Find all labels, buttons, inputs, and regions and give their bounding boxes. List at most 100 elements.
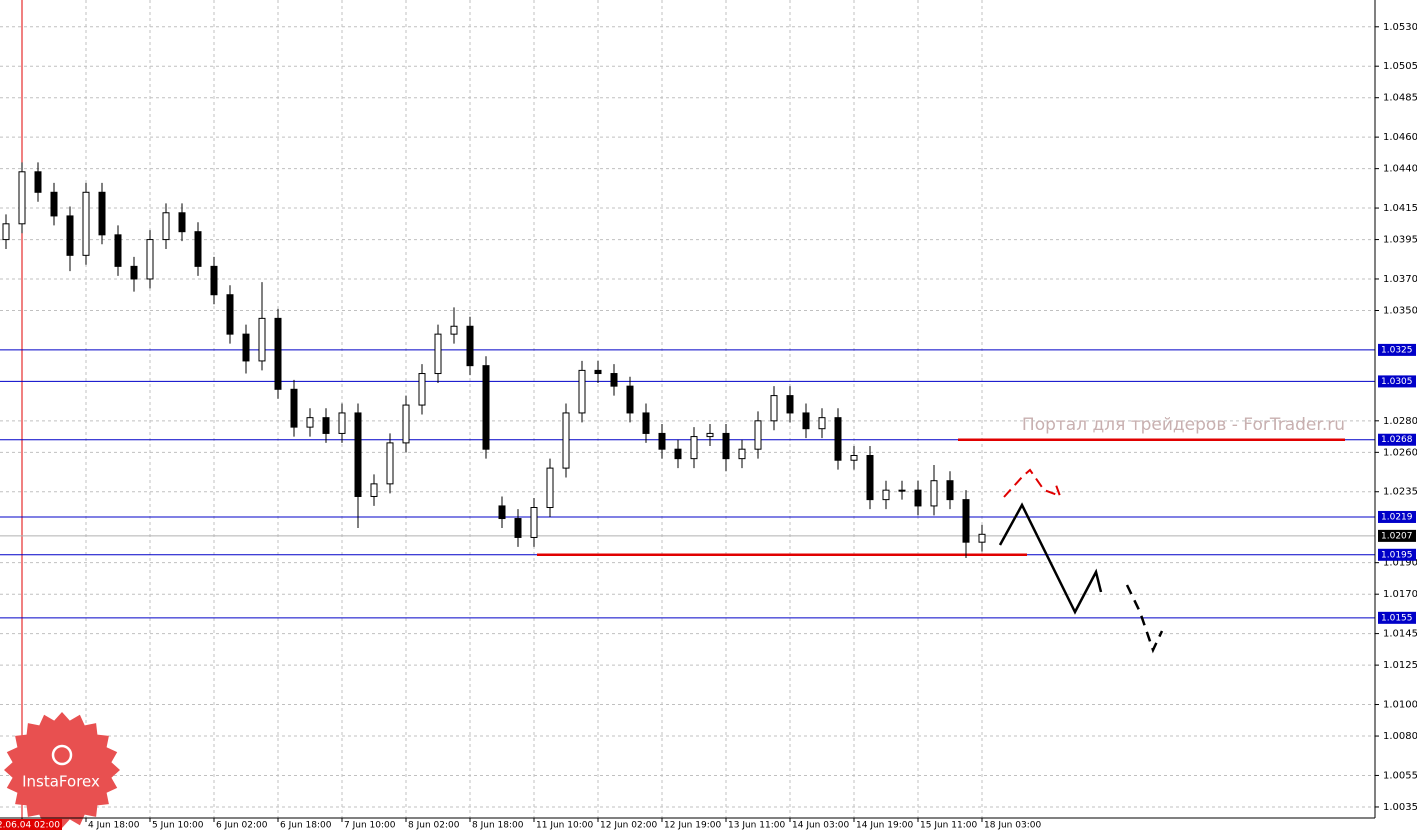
y-tick-label: 1.0460: [1383, 132, 1417, 143]
candle-body: [258, 317, 266, 362]
current-price-label: 1.0207: [1381, 531, 1413, 541]
y-tick-label: 1.0395: [1383, 235, 1417, 246]
candle-body: [82, 191, 90, 256]
candle-body: [578, 369, 586, 414]
candle-body: [114, 234, 122, 267]
y-tick-label: 1.0440: [1383, 164, 1417, 175]
candle-body: [194, 231, 202, 267]
candle-body: [770, 395, 778, 422]
x-tick-label: 8 Jun 02:00: [408, 821, 460, 830]
y-tick-label: 1.0190: [1383, 558, 1417, 569]
x-tick-label: 12 Jun 19:00: [664, 821, 721, 830]
candle-body: [50, 191, 58, 217]
candle-body: [930, 480, 938, 507]
level-label-bg: [1378, 611, 1416, 624]
candle-body: [802, 412, 810, 430]
candle-body: [562, 412, 570, 469]
candle-body: [162, 212, 170, 241]
candle-body: [850, 454, 858, 461]
y-tick-label: 1.0170: [1383, 589, 1417, 600]
candle-body: [898, 489, 906, 492]
y-tick-label: 1.0080: [1383, 731, 1417, 742]
candle-body: [466, 325, 474, 367]
candle-body: [498, 505, 506, 520]
candle-body: [98, 191, 106, 236]
candle-body: [354, 412, 362, 497]
y-tick-label: 1.0505: [1383, 61, 1417, 72]
candle-body: [418, 373, 426, 406]
candle-body: [642, 412, 650, 434]
x-tick-label: 18 Jun 03:00: [984, 821, 1041, 830]
level-label-bg: [1378, 433, 1416, 446]
candle-body: [306, 417, 314, 428]
logo-badge: [4, 712, 120, 828]
candle-body: [34, 171, 42, 193]
x-tick-label: 5 Jun 10:00: [152, 821, 204, 830]
forecast-alt-path: [1003, 468, 1062, 498]
y-tick-label: 1.0125: [1383, 660, 1417, 671]
candle-body: [594, 369, 602, 375]
candle-body: [274, 317, 282, 390]
candle-body: [610, 373, 618, 387]
x-tick-label: 15 Jun 11:00: [920, 821, 977, 830]
candle-body: [370, 483, 378, 497]
candle-body: [226, 294, 234, 335]
x-tick-label: 6 Jun 18:00: [280, 821, 332, 830]
candle-body: [690, 436, 698, 460]
y-tick-label: 1.0415: [1383, 203, 1417, 214]
candle-body: [738, 448, 746, 460]
candle-body: [626, 385, 634, 414]
level-label: 1.0155: [1381, 613, 1413, 623]
candle-body: [962, 499, 970, 543]
level-label: 1.0219: [1381, 512, 1413, 522]
logo-text: InstaForex: [22, 773, 100, 791]
x-tick-label: 6 Jun 02:00: [216, 821, 268, 830]
level-label-bg: [1378, 510, 1416, 523]
x-tick-label: 11 Jun 10:00: [536, 821, 593, 830]
x-tick-label: 4 Jun 18:00: [88, 821, 140, 830]
candle-body: [322, 417, 330, 434]
candle-body: [386, 442, 394, 485]
candle-body: [754, 420, 762, 450]
candle-body: [66, 215, 74, 256]
levels: [0, 349, 1375, 619]
forecast-path: [998, 502, 1103, 615]
candle-body: [530, 507, 538, 538]
x-tick-label: 13 Jun 11:00: [728, 821, 785, 830]
level-label: 1.0325: [1381, 345, 1413, 355]
y-tick-label: 1.0055: [1383, 770, 1417, 781]
candle-body: [178, 212, 186, 233]
candle-body: [18, 171, 26, 225]
candle-body: [914, 489, 922, 507]
candle-body: [978, 533, 986, 543]
candle-body: [722, 432, 730, 460]
candle-body: [882, 489, 890, 501]
x-tick-label: 7 Jun 10:00: [344, 821, 396, 830]
candle-body: [434, 333, 442, 375]
y-tick-label: 1.0485: [1383, 93, 1417, 104]
candle-body: [146, 239, 154, 280]
level-label: 1.0268: [1381, 435, 1413, 445]
candle-body: [450, 325, 458, 335]
level-label-bg: [1378, 548, 1416, 561]
y-tick-label: 1.0370: [1383, 274, 1417, 285]
candle-body: [402, 404, 410, 444]
level-label: 1.0305: [1381, 377, 1413, 387]
candle-body: [514, 518, 522, 538]
x-tick-label: 12 Jun 02:00: [600, 821, 657, 830]
candle-body: [834, 417, 842, 461]
candle-body: [482, 365, 490, 450]
x-tick-label: 8 Jun 18:00: [472, 821, 524, 830]
level-label-bg: [1378, 343, 1416, 356]
x-tick-label: 14 Jun 03:00: [792, 821, 849, 830]
candle-body: [338, 412, 346, 434]
y-tick-label: 1.0350: [1383, 305, 1417, 316]
candle-body: [818, 417, 826, 430]
x-tick-label-bg: [0, 819, 62, 830]
level-label-bg: [1378, 375, 1416, 388]
y-tick-label: 1.0280: [1383, 416, 1417, 427]
x-tick-label: 14 Jun 19:00: [856, 821, 913, 830]
current-price-bg: [1378, 529, 1416, 542]
